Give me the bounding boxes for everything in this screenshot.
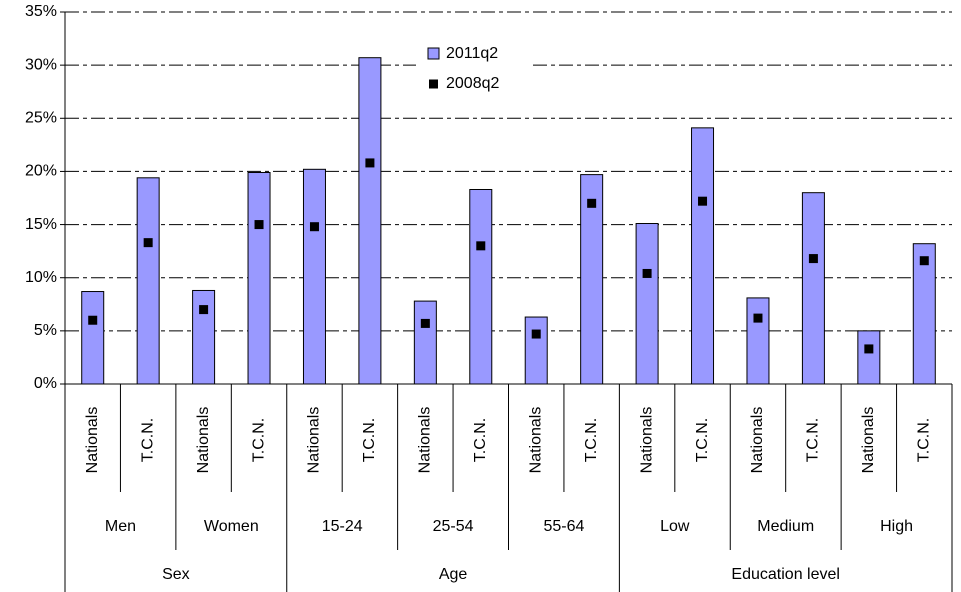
marker bbox=[642, 268, 652, 278]
category-label: T.C.N. bbox=[361, 418, 378, 462]
marker bbox=[88, 315, 98, 325]
marker bbox=[919, 256, 929, 266]
category-label: Nationals bbox=[860, 407, 877, 474]
bar bbox=[192, 289, 216, 385]
bar bbox=[136, 177, 160, 385]
subgroup-label: 15-24 bbox=[322, 518, 363, 535]
subgroup-label: Men bbox=[105, 518, 136, 535]
y-tick-label: 35% bbox=[25, 3, 57, 20]
subgroup-label: High bbox=[880, 518, 913, 535]
bar bbox=[247, 171, 271, 385]
marker bbox=[808, 254, 818, 264]
y-tick-label: 0% bbox=[34, 375, 57, 392]
legend: 2011q2 2008q2 bbox=[416, 36, 532, 100]
legend-label: 2011q2 bbox=[446, 45, 498, 62]
marker bbox=[420, 318, 430, 328]
group-label: Age bbox=[439, 566, 468, 583]
subgroup-label: 55-64 bbox=[543, 518, 584, 535]
bar bbox=[302, 168, 326, 385]
category-label: Nationals bbox=[417, 407, 434, 474]
bar bbox=[801, 192, 825, 385]
marker bbox=[199, 305, 209, 315]
bar bbox=[635, 223, 659, 385]
category-label: T.C.N. bbox=[694, 418, 711, 462]
y-tick-label: 5% bbox=[34, 322, 57, 339]
category-label: Nationals bbox=[527, 407, 544, 474]
bar bbox=[358, 57, 382, 385]
subgroup-label: Women bbox=[204, 518, 259, 535]
y-tick-label: 10% bbox=[25, 269, 57, 286]
marker bbox=[254, 220, 264, 230]
marker bbox=[698, 196, 708, 206]
category-label: T.C.N. bbox=[583, 418, 600, 462]
subgroup-label: Medium bbox=[757, 518, 814, 535]
bar bbox=[469, 188, 493, 385]
category-label: Nationals bbox=[84, 407, 101, 474]
category-label: T.C.N. bbox=[472, 418, 489, 462]
y-tick-label: 15% bbox=[25, 216, 57, 233]
bar bbox=[524, 316, 548, 385]
marker bbox=[531, 329, 541, 339]
marker bbox=[143, 238, 153, 248]
bar bbox=[746, 297, 770, 385]
category-label: T.C.N. bbox=[250, 418, 267, 462]
marker bbox=[309, 222, 319, 232]
group-label: Education level bbox=[731, 566, 840, 583]
y-tick-label: 20% bbox=[25, 163, 57, 180]
legend-swatch bbox=[427, 47, 440, 60]
bar bbox=[81, 291, 105, 385]
bar bbox=[691, 127, 715, 385]
bar bbox=[413, 300, 437, 385]
legend-swatch bbox=[429, 79, 438, 89]
bar bbox=[857, 330, 881, 385]
marker bbox=[365, 158, 375, 168]
category-label: Nationals bbox=[749, 407, 766, 474]
category-label: Nationals bbox=[195, 407, 212, 474]
marker bbox=[476, 241, 486, 251]
marker bbox=[587, 198, 597, 208]
group-label: Sex bbox=[162, 566, 190, 583]
category-label: T.C.N. bbox=[139, 418, 156, 462]
marker bbox=[864, 344, 874, 354]
marker bbox=[753, 313, 763, 323]
y-tick-label: 30% bbox=[25, 56, 57, 73]
y-tick-label: 25% bbox=[25, 110, 57, 127]
category-label: Nationals bbox=[638, 407, 655, 474]
category-label: T.C.N. bbox=[916, 418, 933, 462]
category-label: Nationals bbox=[306, 407, 323, 474]
legend-label: 2008q2 bbox=[446, 75, 499, 92]
subgroup-label: Low bbox=[660, 518, 690, 535]
legend-box bbox=[416, 36, 532, 100]
category-label: T.C.N. bbox=[805, 418, 822, 462]
subgroup-label: 25-54 bbox=[433, 518, 474, 535]
